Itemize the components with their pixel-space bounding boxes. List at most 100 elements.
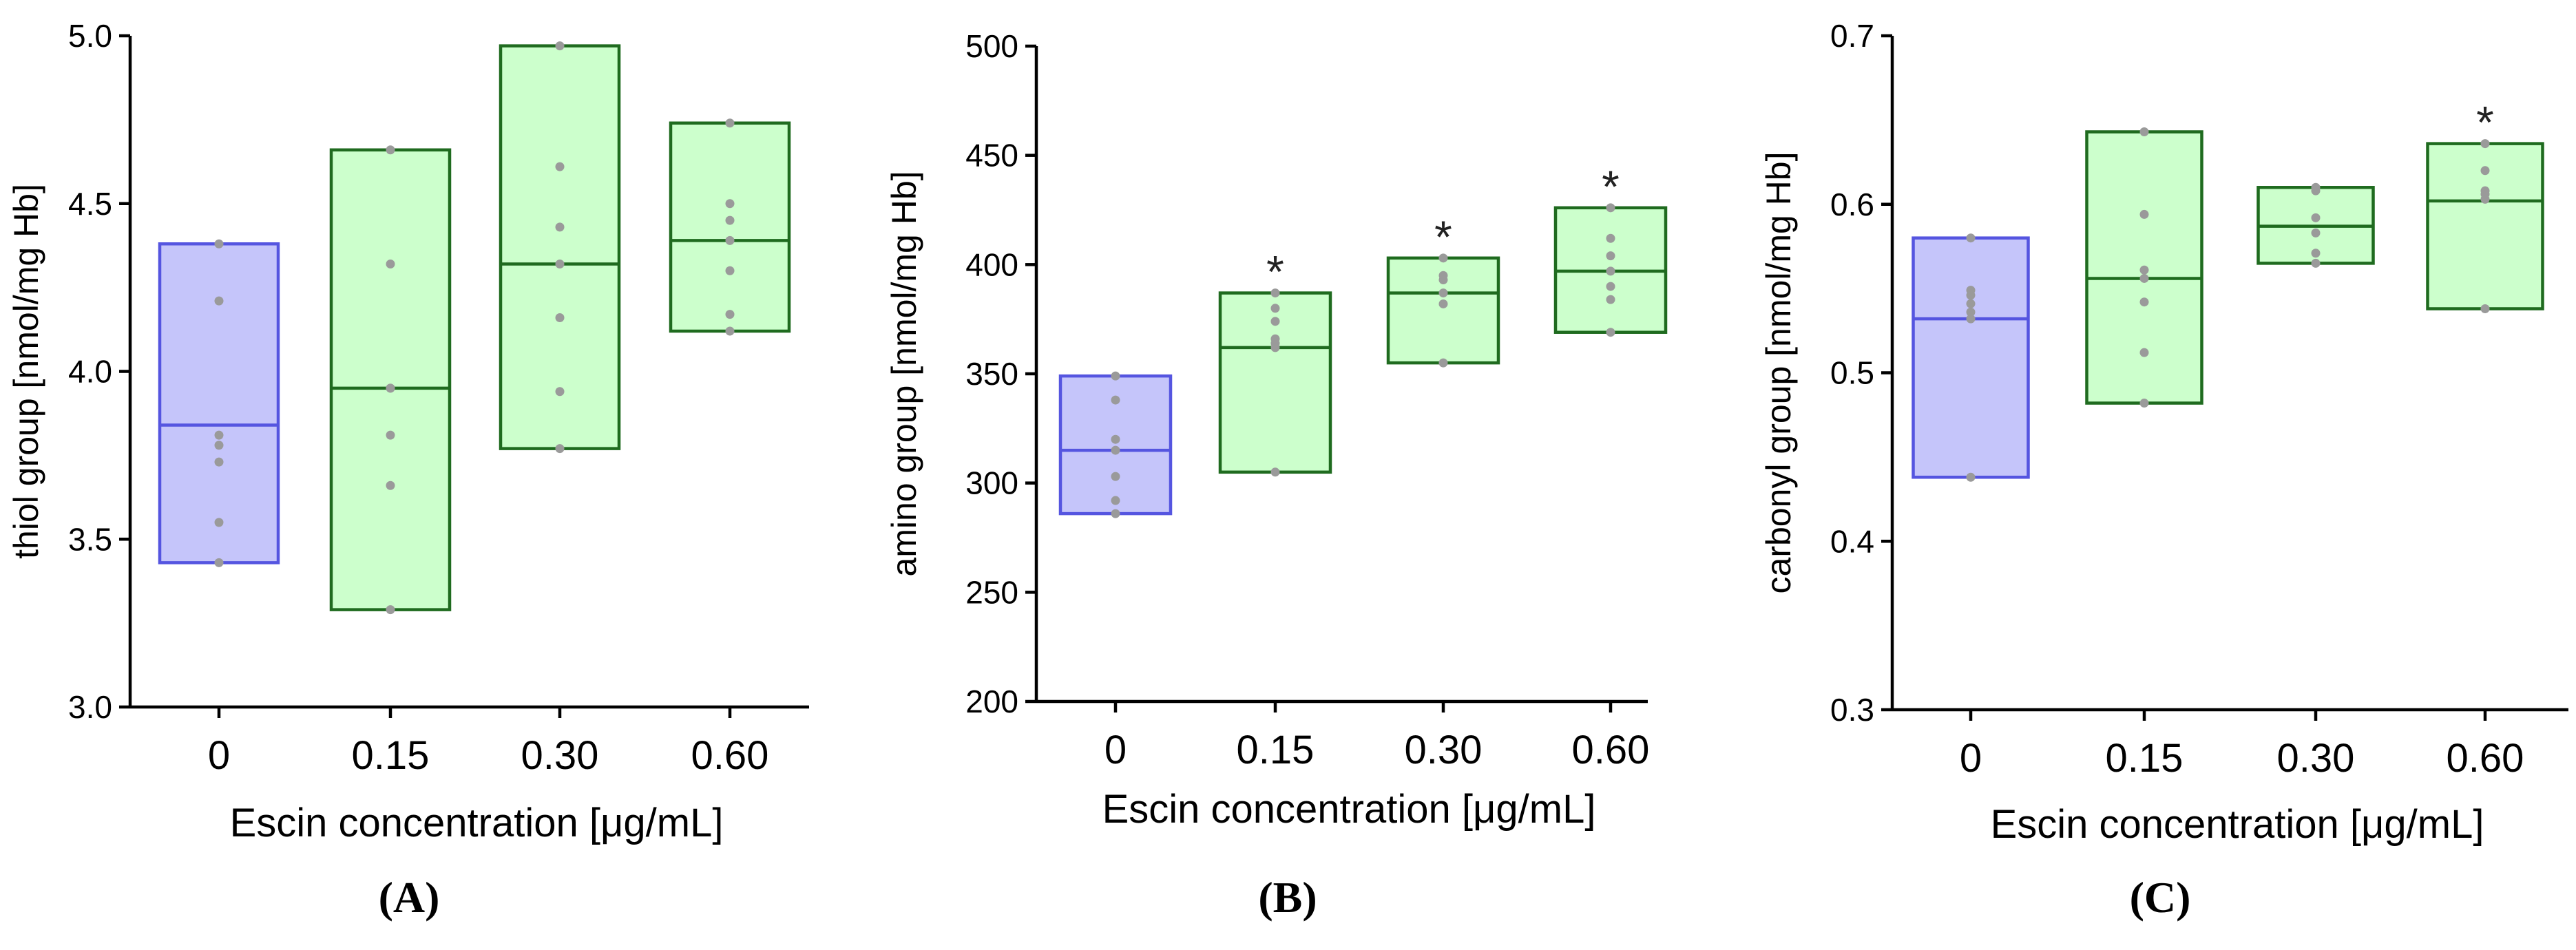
y-tick-label: 0.3 <box>1830 692 1874 728</box>
box-0 <box>1912 236 2030 479</box>
data-point <box>555 313 565 322</box>
panel-label: (A) <box>379 873 440 922</box>
box-0.60 <box>669 121 791 333</box>
data-point <box>2311 228 2321 237</box>
box-0.30 <box>499 44 621 450</box>
data-point <box>1438 299 1448 308</box>
data-point <box>1270 467 1280 477</box>
data-point <box>1966 233 1976 243</box>
y-tick-label: 0.6 <box>1830 187 1874 222</box>
x-tick-label: 0.15 <box>1237 728 1315 772</box>
data-point <box>1606 328 1615 337</box>
data-point <box>214 558 224 567</box>
panel-a: 3.0 3.5 4.0 4.5 5.0 0 0.15 0.30 0.60 thiol group … <box>7 18 809 922</box>
x-tick-label: 0 <box>1104 728 1127 772</box>
data-point <box>2480 166 2490 176</box>
data-point <box>555 162 565 171</box>
data-point <box>1270 334 1280 344</box>
y-tick-label: 0.7 <box>1830 18 1874 54</box>
data-point <box>555 222 565 232</box>
x-tick-label: 0.30 <box>521 733 599 778</box>
significance-star: * <box>1266 246 1284 297</box>
data-point <box>386 605 395 615</box>
data-point <box>2480 304 2490 313</box>
y-tick-label: 300 <box>965 465 1018 501</box>
data-point <box>1438 358 1448 368</box>
data-point <box>725 266 735 275</box>
x-axis-label: Escin concentration [μg/mL] <box>230 801 724 845</box>
x-tick-label: 0.15 <box>352 733 430 778</box>
data-point <box>555 41 565 51</box>
data-point <box>1966 299 1976 308</box>
x-tick-label: 0 <box>208 733 230 778</box>
data-point <box>555 260 565 268</box>
data-point <box>1111 496 1120 505</box>
x-tick-label: 0.60 <box>2447 736 2524 781</box>
x-tick-label: 0.15 <box>2106 736 2184 781</box>
data-point <box>725 326 735 336</box>
data-point <box>1606 203 1615 213</box>
data-point <box>1966 472 1976 482</box>
y-tick-label: 3.0 <box>68 689 112 725</box>
data-point <box>1438 253 1448 263</box>
data-point <box>386 430 395 440</box>
data-point <box>1270 317 1280 326</box>
data-point <box>2139 348 2149 357</box>
data-point <box>555 444 565 454</box>
data-point <box>725 199 735 209</box>
data-point <box>2311 213 2321 222</box>
data-point <box>725 215 735 225</box>
data-point <box>1111 395 1120 405</box>
y-tick-label: 500 <box>965 28 1018 64</box>
data-point <box>1606 266 1615 276</box>
y-tick-label: 350 <box>965 356 1018 392</box>
y-tick-label: 4.0 <box>68 354 112 390</box>
data-point <box>1270 288 1280 298</box>
significance-star: * <box>1434 211 1452 262</box>
data-point <box>1270 304 1280 313</box>
y-tick-label: 450 <box>965 138 1018 173</box>
data-point <box>386 481 395 490</box>
data-point <box>1606 233 1615 243</box>
y-axis-label: thiol group [nmol/mg Hb] <box>7 184 45 559</box>
y-tick-label: 0.4 <box>1830 523 1874 559</box>
data-point <box>214 296 224 306</box>
data-point <box>1111 445 1120 455</box>
data-point <box>2139 265 2149 275</box>
x-tick-label: 0.60 <box>691 733 769 778</box>
data-point <box>1438 271 1448 280</box>
y-tick-label: 4.5 <box>68 186 112 222</box>
box-0 <box>158 242 280 564</box>
y-axis-label: carbonyl group [nmol/mg Hb] <box>1759 152 1798 594</box>
data-point <box>386 145 395 155</box>
significance-star: * <box>1602 161 1620 212</box>
data-point <box>386 260 395 268</box>
data-point <box>214 457 224 467</box>
x-tick-label: 0.30 <box>2277 736 2355 781</box>
data-point <box>1111 434 1120 444</box>
data-point <box>1111 509 1120 518</box>
y-tick-label: 5.0 <box>68 18 112 54</box>
data-point <box>1606 251 1615 261</box>
data-point <box>2139 399 2149 408</box>
data-point <box>725 235 735 245</box>
data-point <box>2139 127 2149 137</box>
y-tick-label: 250 <box>965 574 1018 610</box>
x-tick-label: 0.30 <box>1405 728 1483 772</box>
panel-label: (C) <box>2130 873 2191 922</box>
data-point <box>1606 295 1615 304</box>
y-tick-label: 0.5 <box>1830 355 1874 391</box>
data-point <box>2139 297 2149 307</box>
data-point <box>1966 314 1976 324</box>
data-point <box>1966 307 1976 317</box>
data-point <box>725 310 735 319</box>
data-point <box>2480 186 2490 196</box>
data-point <box>214 430 224 440</box>
y-axis-label: amino group [nmol/mg Hb] <box>885 171 923 576</box>
panel-b: 200 250 300 350 400 450 500 0 0.15 0.30 0.60 * * * ami… <box>885 28 1668 922</box>
data-point <box>1111 371 1120 381</box>
y-tick-label: 3.5 <box>68 521 112 557</box>
data-point <box>2311 182 2321 192</box>
data-point <box>2311 249 2321 258</box>
